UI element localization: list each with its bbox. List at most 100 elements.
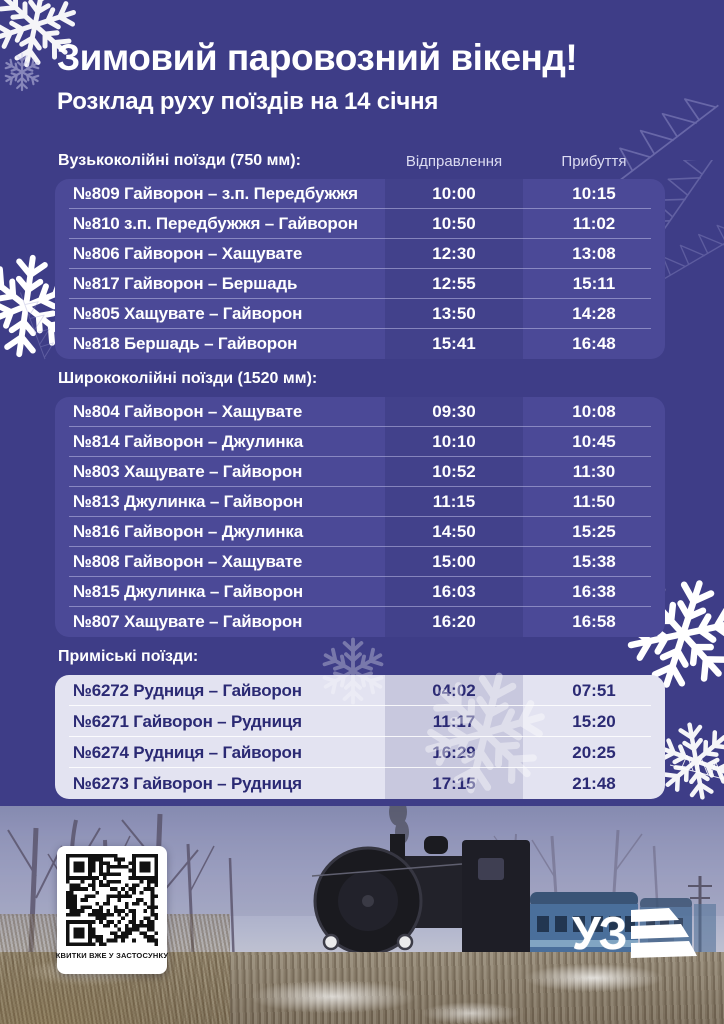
page-title: Зимовий паровозний вікенд! [57,37,578,78]
arrival-time: 15:25 [572,522,616,541]
arrival-time: 10:45 [572,432,616,451]
uz-train-mark-icon [631,908,698,958]
train-label: №804 Гайворон – Хащувате [73,402,303,421]
table-row: №809 Гайворон – з.п. Передбужжя 10:00 10… [55,179,665,209]
train-label: №806 Гайворон – Хащувате [73,244,303,263]
train-label: №807 Хащувате – Гайворон [73,612,303,631]
arrival-time: 11:02 [572,214,616,233]
section-header-row: Приміські поїзди: [55,648,665,668]
table-row: №6273 Гайворон – Рудниця 17:15 21:48 [55,768,665,799]
train-label: №805 Хащувате – Гайворон [73,304,303,323]
train-label: №809 Гайворон – з.п. Передбужжя [73,184,358,203]
arrival-time: 21:48 [572,773,616,793]
departure-time: 11:17 [432,711,476,731]
train-label: №814 Гайворон – Джулинка [73,432,303,451]
section-label: Приміські поїзди: [58,648,199,665]
train-label: №815 Джулинка – Гайворон [73,582,303,601]
qr-code[interactable] [66,854,158,946]
arrival-time: 10:15 [572,184,616,203]
table-row: №6271 Гайворон – Рудниця 11:17 15:20 [55,706,665,737]
section-label: Ширококолійні поїзди (1520 мм): [58,370,318,387]
arrival-time: 16:38 [572,582,616,601]
table-row: №813 Джулинка – Гайворон 11:15 11:50 [55,487,665,517]
arrival-time: 10:08 [572,402,616,421]
schedule-card: №804 Гайворон – Хащувате 09:30 10:08 №81… [55,397,665,637]
train-label: №6272 Рудниця – Гайворон [73,680,302,700]
table-row: №816 Гайворон – Джулинка 14:50 15:25 [55,517,665,547]
table-row: №806 Гайворон – Хащувате 12:30 13:08 [55,239,665,269]
train-label: №6273 Гайворон – Рудниця [73,773,302,793]
train-label: №816 Гайворон – Джулинка [73,522,303,541]
qr-caption: КВИТКИ ВЖЕ У ЗАСТОСУНКУ [55,951,169,960]
fir-branch-icon [670,742,724,802]
departure-time: 15:00 [432,552,476,571]
schedule-section: Ширококолійні поїзди (1520 мм): №804 Гай… [55,370,665,637]
schedule-section: Приміські поїзди: №6272 Рудниця – Гайвор… [55,648,665,799]
table-row: №807 Хащувате – Гайворон 16:20 16:58 [55,607,665,637]
schedule: Вузькоколійні поїзди (750 мм): Відправле… [55,152,665,810]
table-row: №818 Бершадь – Гайворон 15:41 16:48 [55,329,665,359]
section-header-row: Ширококолійні поїзди (1520 мм): [55,370,665,390]
table-row: №805 Хащувате – Гайворон 13:50 14:28 [55,299,665,329]
column-header-departure: Відправлення [405,153,503,170]
arrival-time: 11:50 [572,492,616,511]
table-row: №808 Гайворон – Хащувате 15:00 15:38 [55,547,665,577]
departure-time: 16:29 [432,742,476,762]
train-label: №808 Гайворон – Хащувате [73,552,303,571]
table-row: №804 Гайворон – Хащувате 09:30 10:08 [55,397,665,427]
departure-time: 11:15 [432,492,476,511]
schedule-card: №6272 Рудниця – Гайворон 04:02 07:51 №62… [55,675,665,799]
table-row: №817 Гайворон – Бершадь 12:55 15:11 [55,269,665,299]
train-label: №817 Гайворон – Бершадь [73,274,298,293]
departure-time: 12:55 [432,274,476,293]
column-header-arrival: Прибуття [561,153,627,170]
arrival-time: 15:11 [572,274,616,293]
departure-time: 16:03 [432,582,476,601]
departure-time: 04:02 [432,680,476,700]
departure-time: 14:50 [432,522,476,541]
arrival-time: 16:48 [572,334,616,353]
train-label: №6271 Гайворон – Рудниця [73,711,302,731]
table-row: №815 Джулинка – Гайворон 16:03 16:38 [55,577,665,607]
arrival-time: 20:25 [572,742,616,762]
departure-time: 15:41 [432,334,476,353]
schedule-card: №809 Гайворон – з.п. Передбужжя 10:00 10… [55,179,665,359]
departure-time: 17:15 [432,773,476,793]
table-row: №6272 Рудниця – Гайворон 04:02 07:51 [55,675,665,706]
arrival-time: 13:08 [572,244,616,263]
poster-header: Зимовий паровозний вікенд! Розклад руху … [57,37,677,116]
arrival-time: 16:58 [572,612,616,631]
section-header-row: Вузькоколійні поїзди (750 мм): Відправле… [55,152,665,172]
departure-time: 10:50 [432,214,476,233]
uz-logo: УЗ [572,907,698,959]
table-row: №803 Хащувате – Гайворон 10:52 11:30 [55,457,665,487]
train-label: №6274 Рудниця – Гайворон [73,742,302,762]
arrival-time: 15:38 [572,552,616,571]
arrival-time: 11:30 [572,462,616,481]
snowflake-icon [655,720,724,802]
departure-time: 16:20 [432,612,476,631]
arrival-time: 15:20 [572,711,616,731]
snowflake-icon [2,52,42,92]
departure-time: 13:50 [432,304,476,323]
train-photo: КВИТКИ ВЖЕ У ЗАСТОСУНКУ УЗ [0,806,724,1024]
train-label: №813 Джулинка – Гайворон [73,492,303,511]
train-label: №818 Бершадь – Гайворон [73,334,298,353]
arrival-time: 07:51 [572,680,616,700]
uz-logo-text: УЗ [572,907,627,959]
departure-time: 10:10 [432,432,476,451]
table-row: №810 з.п. Передбужжя – Гайворон 10:50 11… [55,209,665,239]
qr-card: КВИТКИ ВЖЕ У ЗАСТОСУНКУ [55,846,169,974]
departure-time: 09:30 [432,402,476,421]
table-row: №814 Гайворон – Джулинка 10:10 10:45 [55,427,665,457]
departure-time: 10:00 [432,184,476,203]
page-subtitle: Розклад руху поїздів на 14 січня [57,87,439,115]
schedule-section: Вузькоколійні поїзди (750 мм): Відправле… [55,152,665,359]
train-label: №810 з.п. Передбужжя – Гайворон [73,214,358,233]
arrival-time: 14:28 [572,304,616,323]
departure-time: 10:52 [432,462,476,481]
table-row: №6274 Рудниця – Гайворон 16:29 20:25 [55,737,665,768]
train-label: №803 Хащувате – Гайворон [73,462,303,481]
section-label: Вузькоколійні поїзди (750 мм): [58,152,301,169]
